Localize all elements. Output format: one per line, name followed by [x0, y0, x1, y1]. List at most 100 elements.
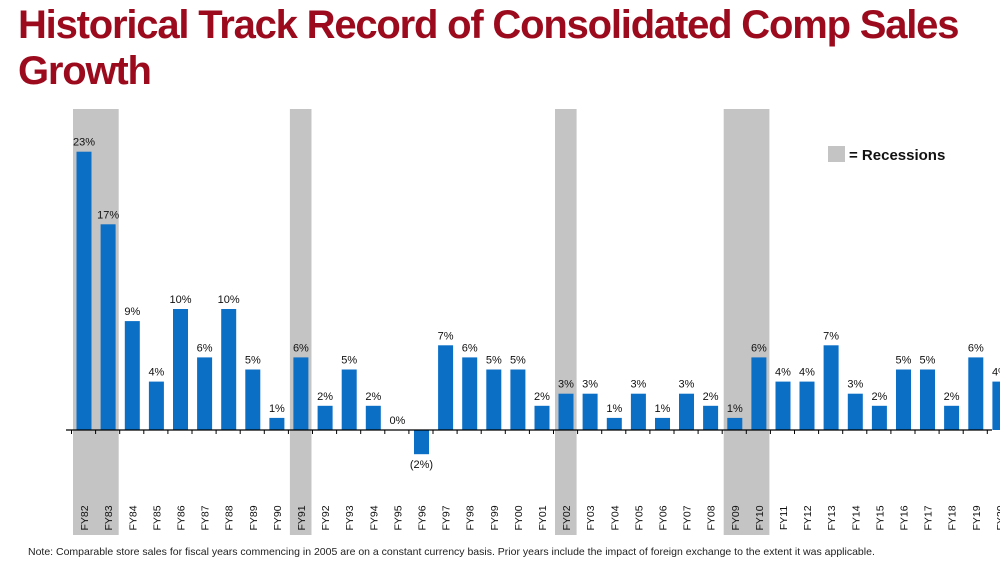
data-label-fy11: 4% [775, 367, 791, 379]
bar-fy90 [269, 417, 285, 430]
bar-fy20 [992, 381, 1000, 430]
tick-label-fy19: FY19 [971, 505, 983, 530]
bar-fy91 [293, 357, 309, 430]
tick-label-fy83: FY83 [103, 505, 115, 530]
tick-label-fy96: FY96 [417, 505, 429, 530]
recession-band-3 [555, 109, 577, 535]
recession-band-2 [289, 109, 312, 535]
tick-label-fy92: FY92 [320, 505, 332, 530]
tick-label-fy99: FY99 [489, 505, 501, 530]
bar-fy15 [871, 405, 887, 430]
data-label-fy98: 6% [462, 342, 478, 354]
bar-fy05 [630, 393, 646, 430]
data-label-fy07: 3% [679, 379, 695, 391]
data-label-fy20: 4% [992, 367, 1000, 379]
data-label-fy91: 6% [293, 342, 309, 354]
tick-label-fy91: FY91 [296, 505, 308, 530]
tick-label-fy09: FY09 [730, 505, 742, 530]
data-label-fy17: 5% [920, 355, 936, 367]
data-label-fy84: 9% [124, 306, 140, 318]
data-label-fy89: 5% [245, 355, 261, 367]
chart-title: Historical Track Record of Consolidated … [18, 3, 959, 93]
data-label-fy94: 2% [365, 391, 381, 403]
bar-fy02 [558, 393, 574, 430]
data-label-fy90: 1% [269, 403, 285, 415]
data-label-fy04: 1% [606, 403, 622, 415]
data-label-fy06: 1% [655, 403, 671, 415]
tick-label-fy94: FY94 [368, 505, 380, 530]
data-label-fy05: 3% [630, 379, 646, 391]
footnote: Note: Comparable store sales for fiscal … [28, 546, 875, 558]
tick-label-fy90: FY90 [272, 505, 284, 530]
data-label-fy19: 6% [968, 342, 984, 354]
data-label-fy01: 2% [534, 391, 550, 403]
tick-label-fy08: FY08 [706, 505, 718, 530]
data-label-fy14: 3% [847, 379, 863, 391]
tick-label-fy16: FY16 [899, 505, 911, 530]
tick-label-fy06: FY06 [658, 505, 670, 530]
tick-label-fy89: FY89 [248, 505, 260, 530]
data-label-fy82: 23% [73, 137, 95, 149]
data-label-fy88: 10% [218, 294, 240, 306]
data-label-fy02: 3% [558, 379, 574, 391]
data-label-fy09: 1% [727, 403, 743, 415]
bar-fy99 [486, 369, 502, 430]
tick-label-fy88: FY88 [224, 505, 236, 530]
tick-label-fy02: FY02 [561, 505, 573, 530]
x-axis [66, 429, 992, 434]
data-label-fy99: 5% [486, 355, 502, 367]
tick-label-fy14: FY14 [850, 505, 862, 530]
tick-label-fy00: FY00 [513, 505, 525, 530]
tick-label-fy15: FY15 [874, 505, 886, 530]
tick-label-fy85: FY85 [151, 505, 163, 530]
legend-recession-swatch [828, 146, 845, 162]
data-label-fy15: 2% [871, 391, 887, 403]
tick-label-fy98: FY98 [465, 505, 477, 530]
bar-fy10 [751, 357, 767, 430]
bar-fy16 [896, 369, 911, 430]
bar-fy01 [534, 405, 550, 430]
bar-fy82 [76, 151, 92, 430]
bar-fy98 [462, 357, 478, 430]
tick-label-fy95: FY95 [392, 505, 404, 530]
bar-fy17 [920, 369, 935, 430]
bar-fy93 [341, 369, 357, 430]
data-label-fy86: 10% [169, 294, 191, 306]
tick-label-fy86: FY86 [176, 505, 188, 530]
tick-label-fy13: FY13 [826, 505, 838, 530]
bar-fy13 [823, 345, 839, 430]
tick-label-fy03: FY03 [585, 505, 597, 530]
tick-label-fy20: FY20 [995, 505, 1000, 530]
bar-fy89 [245, 369, 261, 430]
data-label-fy12: 4% [799, 367, 815, 379]
legend: = Recessions [828, 146, 945, 164]
data-label-fy16: 5% [896, 355, 912, 367]
data-label-fy18: 2% [944, 391, 960, 403]
bar-fy92 [317, 405, 333, 430]
bars [76, 151, 1000, 455]
bar-fy07 [679, 393, 694, 430]
tick-label-fy07: FY07 [682, 505, 694, 530]
tick-label-fy10: FY10 [754, 505, 766, 530]
data-label-fy85: 4% [148, 367, 164, 379]
data-label-fy93: 5% [341, 355, 357, 367]
tick-label-fy84: FY84 [127, 505, 139, 530]
bar-fy18 [944, 405, 960, 430]
bar-fy94 [365, 405, 381, 430]
bar-fy96 [414, 430, 429, 455]
x-tick-labels: FY82 FY83 FY84 FY85 FY86 FY87 FY88 FY89 FY90 FY91… [79, 505, 1000, 530]
data-label-fy03: 3% [582, 379, 598, 391]
bar-fy12 [799, 381, 815, 430]
data-label-fy97: 7% [438, 330, 454, 342]
bar-fy19 [968, 357, 984, 430]
bar-fy00 [510, 369, 526, 430]
data-label-fy00: 5% [510, 355, 526, 367]
bar-fy88 [221, 309, 237, 430]
bar-fy06 [655, 417, 670, 430]
tick-label-fy12: FY12 [802, 505, 814, 530]
tick-label-fy18: FY18 [947, 505, 959, 530]
bar-fy85 [148, 381, 164, 430]
bar-fy84 [124, 321, 140, 430]
data-label-fy96: (2%) [410, 459, 433, 471]
